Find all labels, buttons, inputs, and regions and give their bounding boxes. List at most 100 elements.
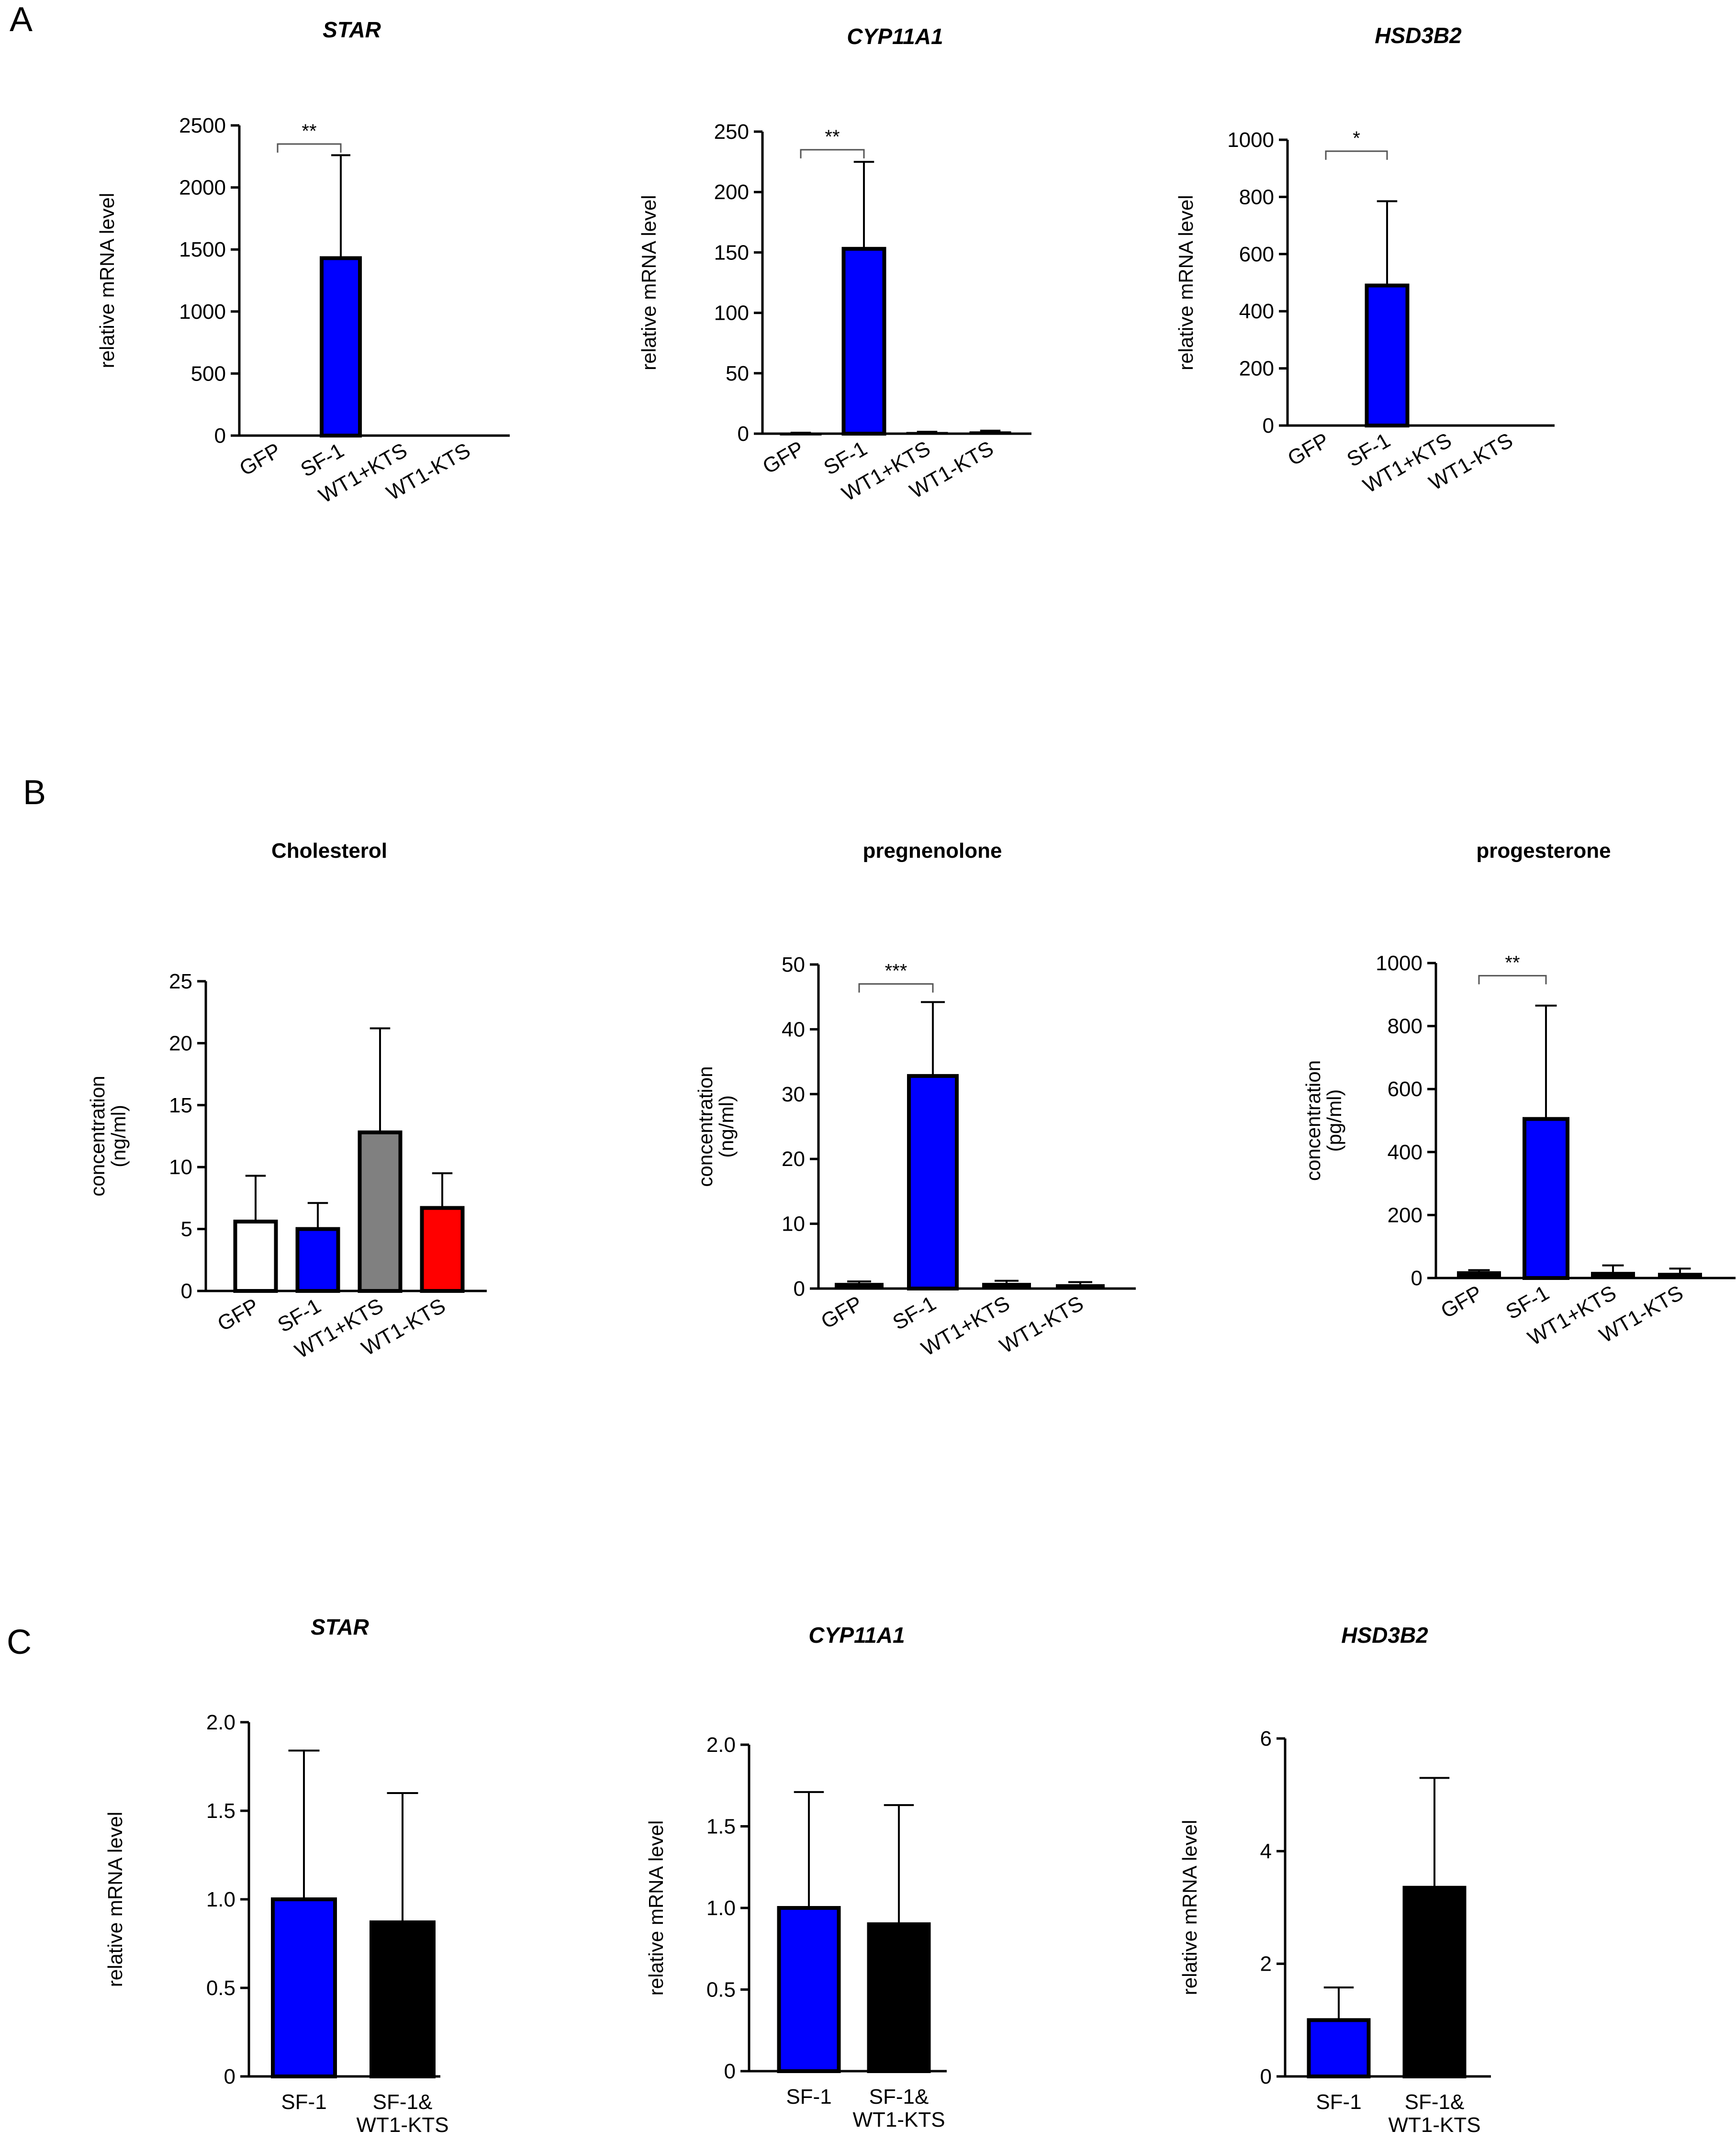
y-tick-label: 2 [1260, 1952, 1272, 1976]
chart-title: CYP11A1 [808, 1623, 905, 1648]
y-tick-label: 6 [1260, 1727, 1272, 1750]
x-category-label: SF-1& WT1-KTS [356, 2090, 448, 2137]
y-tick-label: 500 [191, 362, 226, 385]
chart-c2: CYP11A1 relative mRNA level 0 0.5 1.0 1.5 2.0 S… [645, 1623, 947, 2131]
chart-title: Cholesterol [271, 839, 387, 863]
y-axis-label: concentration(pg/ml) [1302, 1060, 1345, 1181]
y-tick-label: 0 [738, 422, 749, 446]
y-tick-label: 1.0 [706, 1896, 736, 1920]
y-axis-label: relative mRNA level [645, 1820, 667, 1996]
x-category-label: GFP [235, 438, 285, 481]
x-category-label: SF-1& WT1-KTS [1388, 2090, 1480, 2137]
x-category-label: GFP [817, 1291, 866, 1334]
significance-bracket [800, 149, 865, 158]
y-axis-label: relative mRNA level [1175, 195, 1197, 370]
y-tick-label: 0 [1260, 2065, 1272, 2088]
y-tick-label: 40 [782, 1018, 805, 1041]
y-tick-label: 1000 [1376, 952, 1422, 975]
x-category-label: GFP [759, 437, 808, 479]
y-tick-label: 2500 [179, 114, 226, 137]
y-tick-label: 15 [169, 1094, 192, 1117]
y-tick-label: 200 [1239, 357, 1274, 381]
chart-title: CYP11A1 [847, 24, 943, 49]
chart-title: progesterone [1476, 839, 1611, 863]
panel-label-c: C [7, 1623, 32, 1661]
bar [1056, 1284, 1105, 1289]
y-tick-label: 50 [782, 953, 805, 976]
bar [1591, 1272, 1635, 1279]
y-tick-label: 200 [1388, 1203, 1422, 1227]
chart-title: pregnenolone [863, 839, 1002, 863]
bar [906, 432, 948, 435]
y-tick-label: 20 [169, 1032, 192, 1055]
y-axis-label: relative mRNA level [104, 1812, 126, 1987]
panel-label-b: B [23, 774, 46, 812]
y-axis-label: relative mRNA level [96, 193, 118, 368]
y-tick-label: 0 [1411, 1267, 1422, 1290]
y-tick-label: 25 [169, 970, 192, 993]
y-tick-label: 200 [714, 180, 749, 204]
y-tick-label: 1000 [1227, 128, 1274, 152]
y-tick-label: 100 [714, 302, 749, 325]
bar [358, 1130, 403, 1293]
y-tick-label: 1.0 [206, 1888, 235, 1911]
y-axis-label: concentration(ng/ml) [694, 1066, 738, 1187]
bar [841, 247, 886, 436]
y-tick-label: 800 [1239, 185, 1274, 209]
significance-label: ** [1505, 952, 1520, 973]
y-tick-label: 30 [782, 1083, 805, 1106]
chart-title: STAR [323, 17, 381, 42]
chart-b3: progesterone concentration(pg/ml) 0 200 400 6… [1302, 839, 1736, 1350]
y-tick-label: 10 [782, 1212, 805, 1236]
bar [233, 1220, 278, 1293]
bar [1402, 1885, 1467, 2078]
chart-c3: HSD3B2 relative mRNA level 0 2 4 6 SF-1 SF-1& WT… [1178, 1623, 1491, 2137]
y-tick-label: 150 [714, 241, 749, 264]
y-tick-label: 2.0 [206, 1711, 235, 1734]
bar [420, 1206, 465, 1293]
significance-bracket [1478, 975, 1547, 985]
bar [907, 1074, 959, 1290]
y-tick-label: 400 [1388, 1141, 1422, 1164]
y-axis-label: relative mRNA level [638, 195, 660, 370]
x-category-label: SF-1 [889, 1291, 940, 1335]
y-tick-label: 1500 [179, 238, 226, 261]
y-tick-label: 4 [1260, 1839, 1272, 1863]
chart-a1: STAR relative mRNA level 0 500 1000 1500 2000 2… [96, 17, 510, 508]
y-tick-label: 10 [169, 1155, 192, 1179]
y-tick-label: 1000 [179, 300, 226, 324]
bar [777, 1906, 841, 2073]
chart-b2: pregnenolone concentration(ng/ml) 0 10 20 30 4… [694, 839, 1136, 1361]
y-tick-label: 600 [1388, 1077, 1422, 1101]
y-tick-label: 0 [224, 2065, 235, 2088]
bar [1523, 1117, 1569, 1280]
x-category-label: GFP [213, 1294, 263, 1336]
bar [370, 1920, 436, 2079]
y-tick-label: 2000 [179, 176, 226, 200]
y-tick-label: 0 [214, 424, 226, 448]
y-tick-label: 1.5 [706, 1815, 736, 1839]
significance-bracket [858, 983, 934, 993]
y-tick-label: 2.0 [706, 1733, 736, 1757]
y-tick-label: 250 [714, 120, 749, 144]
bar [982, 1283, 1031, 1289]
bar [835, 1283, 884, 1289]
bar [1658, 1273, 1702, 1278]
x-category-label: GFP [1437, 1281, 1486, 1323]
bar [780, 432, 822, 436]
y-tick-label: 20 [782, 1147, 805, 1171]
significance-bracket [277, 143, 342, 153]
y-tick-label: 0 [724, 2060, 736, 2083]
bar [1365, 283, 1410, 427]
significance-label: * [1353, 128, 1360, 149]
chart-c1: STAR relative mRNA level 0 0.5 1.0 1.5 2.0 SF-1… [104, 1615, 449, 2137]
y-tick-label: 800 [1388, 1015, 1422, 1038]
bar [867, 1922, 931, 2074]
x-category-label: GFP [1284, 428, 1333, 471]
y-tick-label: 400 [1239, 300, 1274, 323]
y-tick-label: 0.5 [206, 1976, 235, 2000]
y-tick-label: 50 [726, 362, 749, 385]
bar [271, 1897, 337, 2078]
